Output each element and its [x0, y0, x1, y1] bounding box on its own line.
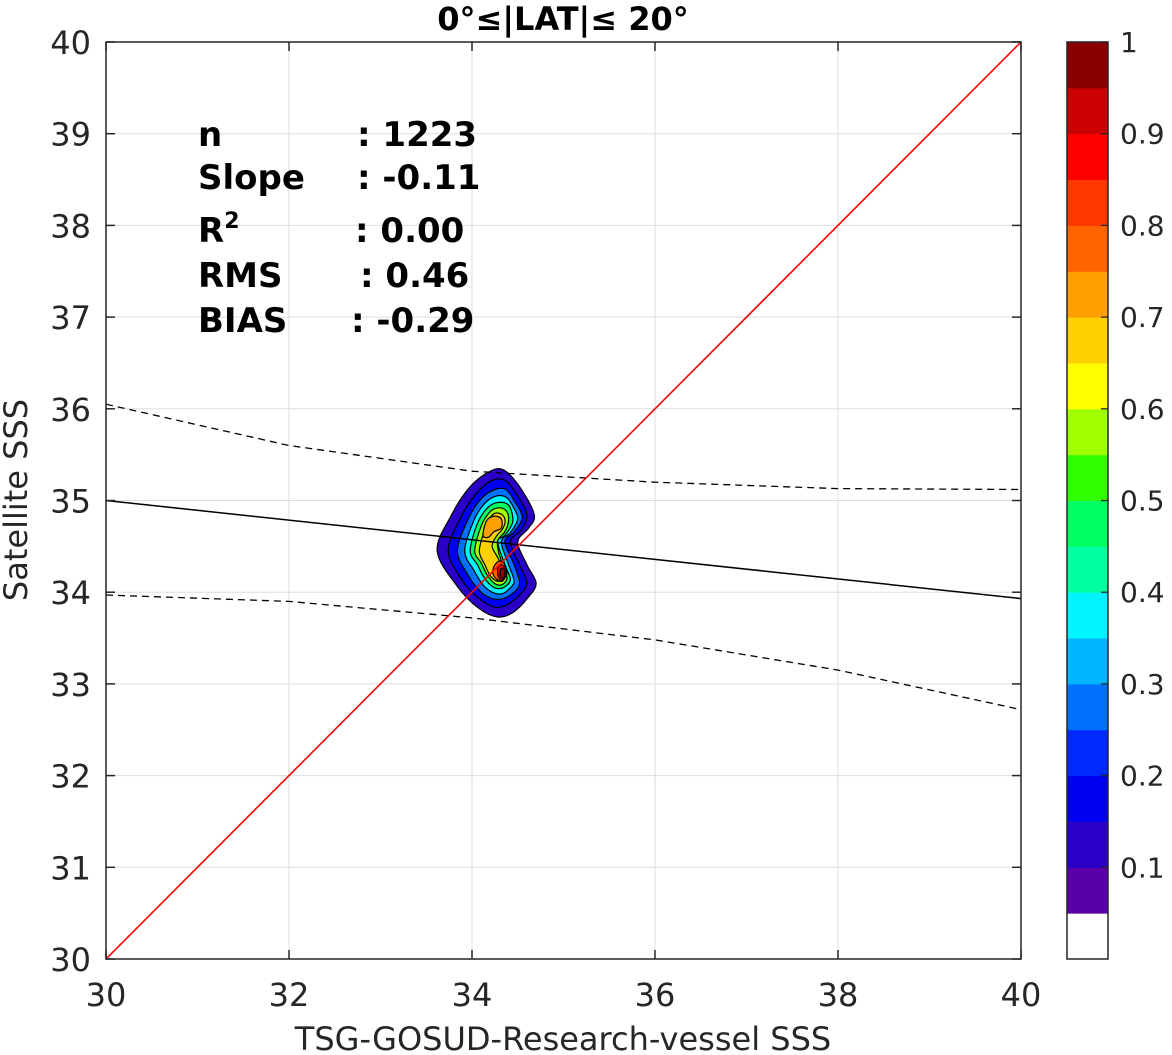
density-contour-level: [499, 567, 506, 580]
colorbar-segment: [1067, 271, 1108, 318]
colorbar-tick-label: 1: [1120, 26, 1138, 59]
stat-rms-label: RMS: [198, 256, 283, 296]
colorbar-tick-label: 0.6: [1120, 393, 1165, 426]
identity-line: [106, 42, 1021, 959]
colorbar-segment: [1067, 179, 1108, 226]
colorbar-tick-label: 0.1: [1120, 851, 1165, 884]
y-tick-label: 34: [50, 574, 91, 612]
x-tick-label: 40: [1001, 976, 1042, 1014]
colorbar-segment: [1067, 42, 1108, 89]
x-tick-label: 38: [818, 976, 859, 1014]
stat-slope-value: : -0.11: [357, 158, 480, 198]
y-tick-label: 33: [50, 666, 91, 704]
y-tick-label: 38: [50, 207, 91, 245]
y-tick-label: 31: [50, 849, 91, 887]
stat-r2-label: R2: [198, 209, 240, 251]
stat-rms-value: : 0.46: [360, 256, 469, 296]
colorbar-segment: [1067, 638, 1108, 685]
x-tick-label: 30: [86, 976, 127, 1014]
colorbar-tick-label: 0.7: [1120, 301, 1165, 334]
colorbar-segment: [1067, 592, 1108, 639]
colorbar-segment: [1067, 821, 1108, 868]
colorbar-segment: [1067, 87, 1108, 135]
colorbar-tick-label: 0.8: [1120, 209, 1165, 242]
y-axis-title: Satellite SSS: [0, 399, 35, 601]
stat-n-value: : 1223: [357, 115, 477, 155]
axis-ticks: 30 32 34 36 38 40 30 31 32 33 34 35 36 37 38 39 40: [50, 24, 1041, 1014]
colorbar-segment: [1067, 500, 1108, 547]
colorbar-segment: [1067, 913, 1108, 960]
grid-lines: [106, 42, 1021, 959]
colorbar-tick-label: 0.9: [1120, 118, 1165, 151]
chart-title: 0°≤|LAT|≤ 20°: [437, 0, 688, 39]
stat-r2-value: : 0.00: [355, 211, 464, 251]
colorbar-segment: [1067, 683, 1108, 731]
y-tick-label: 39: [50, 116, 91, 154]
y-tick-label: 35: [50, 483, 91, 521]
x-axis-title: TSG-GOSUD-Research-vessel SSS: [294, 1020, 831, 1055]
stat-n-label: n: [198, 115, 222, 155]
colorbar-segment: [1067, 225, 1108, 272]
stat-bias-label: BIAS: [198, 301, 287, 341]
colorbar-segment: [1067, 454, 1108, 501]
y-tick-label: 37: [50, 299, 91, 337]
confidence-upper-line: [106, 403, 1021, 491]
stats-annotation: n : 1223 Slope : -0.11 R2 : 0.00 RMS : 0…: [198, 115, 480, 341]
y-tick-label: 40: [50, 24, 91, 62]
colorbar-segment: [1067, 362, 1108, 410]
colorbar-tick-label: 0.3: [1120, 668, 1165, 701]
colorbar-segment: [1067, 546, 1108, 593]
colorbar-segment: [1067, 867, 1108, 914]
colorbar-segment: [1067, 775, 1108, 822]
regression-lines: [106, 42, 1021, 959]
y-tick-label: 30: [50, 941, 91, 979]
x-tick-label: 32: [269, 976, 310, 1014]
regression-line: [106, 499, 1021, 600]
stat-r2-superscript: 2: [224, 209, 239, 234]
x-tick-label: 36: [635, 976, 676, 1014]
colorbar-segment: [1067, 133, 1108, 181]
colorbar-segment: [1067, 408, 1108, 456]
colorbar-tick-label: 0.4: [1120, 576, 1165, 609]
colorbar-segment: [1067, 317, 1108, 364]
stat-r2-base: R: [198, 211, 224, 251]
stat-slope-label: Slope: [198, 158, 305, 198]
y-tick-label: 36: [50, 391, 91, 429]
colorbar-tick-label: 0.5: [1120, 485, 1165, 518]
stat-bias-value: : -0.29: [351, 301, 474, 341]
colorbar-segment: [1067, 729, 1108, 777]
density-contour-level: [482, 515, 503, 539]
density-contours: [436, 468, 537, 618]
colorbar: 0.1 0.2 0.3 0.4 0.5 0.6 0.7 0.8 0.9 1: [1066, 26, 1165, 960]
confidence-lower-line: [106, 594, 1021, 711]
colorbar-tick-label: 0.2: [1120, 760, 1165, 793]
x-tick-label: 34: [452, 976, 493, 1014]
y-tick-label: 32: [50, 758, 91, 796]
